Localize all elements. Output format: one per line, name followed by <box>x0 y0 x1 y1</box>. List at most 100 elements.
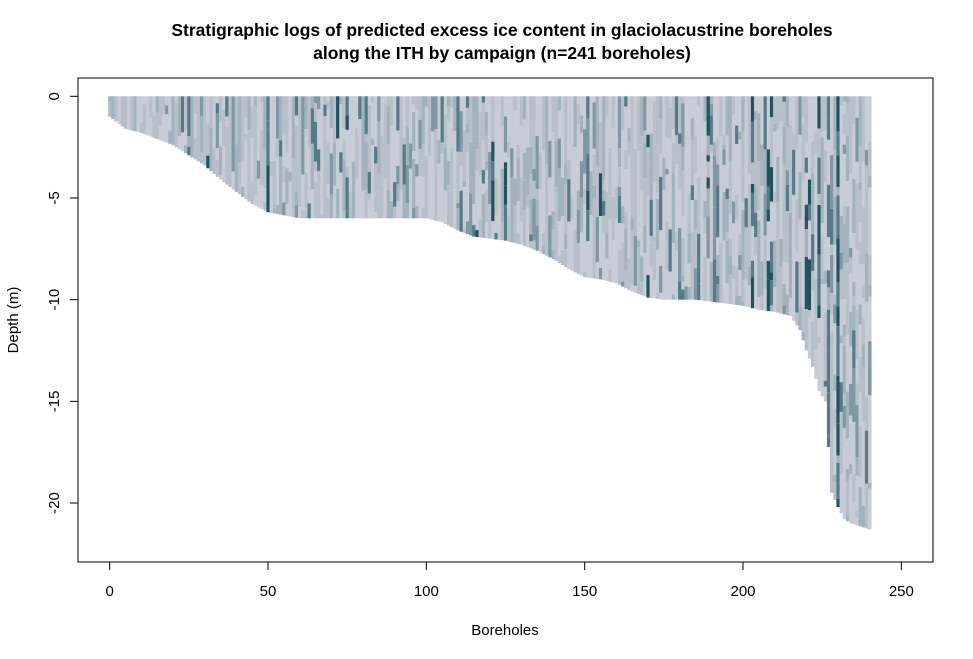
log-layer <box>763 193 768 236</box>
log-layer <box>738 295 742 306</box>
log-layer <box>408 209 413 219</box>
log-layer <box>415 205 419 219</box>
log-layer <box>823 283 828 312</box>
log-layer <box>488 204 492 239</box>
log-layer <box>845 383 850 392</box>
log-layer <box>320 106 324 153</box>
borehole-log <box>700 96 704 301</box>
log-layer <box>294 115 299 126</box>
borehole-log <box>503 96 508 241</box>
log-layer <box>722 240 726 284</box>
log-layer <box>627 128 631 142</box>
log-layer <box>792 255 796 264</box>
borehole-log <box>627 96 631 290</box>
log-layer <box>484 160 489 171</box>
log-layer <box>861 96 866 110</box>
log-layer <box>576 209 581 244</box>
log-layer <box>665 138 669 169</box>
log-layer <box>741 131 745 176</box>
log-layer <box>646 134 650 148</box>
log-layer <box>855 96 859 118</box>
log-layer <box>446 106 451 122</box>
log-layer <box>440 190 445 223</box>
borehole-log <box>674 96 679 300</box>
borehole-log <box>804 96 809 351</box>
borehole-log <box>462 96 467 233</box>
log-layer <box>858 392 863 426</box>
log-layer <box>773 123 777 132</box>
log-layer <box>868 482 872 489</box>
log-layer <box>443 96 448 115</box>
log-layer <box>554 96 559 141</box>
log-layer <box>412 111 416 152</box>
log-layer <box>684 254 688 287</box>
log-layer <box>668 107 673 139</box>
log-layer <box>529 127 533 147</box>
borehole-log <box>491 96 495 240</box>
borehole-log <box>760 96 764 311</box>
log-layer <box>750 226 755 261</box>
log-layer <box>728 238 733 256</box>
log-layer <box>630 217 635 231</box>
log-layer <box>396 96 400 131</box>
log-layer <box>858 324 863 357</box>
borehole-log <box>564 96 568 268</box>
log-layer <box>855 281 859 310</box>
borehole-log <box>725 96 730 304</box>
log-layer <box>285 96 289 117</box>
log-layer <box>152 96 156 116</box>
log-layer <box>155 112 160 140</box>
borehole-log <box>583 96 587 278</box>
log-layer <box>418 196 422 219</box>
log-layer <box>336 138 340 189</box>
log-layer <box>478 175 483 219</box>
log-layer <box>139 122 144 133</box>
log-layer <box>323 165 327 204</box>
log-layer <box>256 108 261 161</box>
log-layer <box>836 423 840 456</box>
log-layer <box>662 209 666 234</box>
borehole-log <box>864 96 869 529</box>
log-layer <box>861 232 866 265</box>
log-layer <box>731 223 736 265</box>
log-layer <box>766 279 771 312</box>
log-layer <box>738 139 742 190</box>
log-layer <box>820 96 825 132</box>
log-layer <box>776 156 780 175</box>
log-layer <box>342 158 346 212</box>
log-layer <box>703 217 707 234</box>
log-layer <box>842 299 847 325</box>
log-layer <box>855 383 859 406</box>
log-layer <box>190 96 194 145</box>
log-layer <box>355 179 359 219</box>
log-layer <box>532 129 536 169</box>
log-layer <box>836 455 840 463</box>
log-layer <box>386 143 391 191</box>
log-layer <box>640 240 644 257</box>
log-layer <box>817 96 821 129</box>
borehole-log <box>320 96 324 219</box>
log-layer <box>313 172 318 182</box>
log-layer <box>826 435 831 448</box>
log-layer <box>317 96 321 110</box>
log-layer <box>693 268 698 288</box>
log-layer <box>538 232 543 253</box>
log-layer <box>706 161 711 178</box>
borehole-log <box>747 96 752 308</box>
log-layer <box>421 177 426 208</box>
borehole-log <box>510 96 514 243</box>
log-layer <box>668 271 673 300</box>
log-layer <box>864 412 869 431</box>
log-layer <box>412 96 416 105</box>
log-layer <box>393 206 397 219</box>
log-layer <box>114 96 118 122</box>
log-layer <box>716 164 720 186</box>
log-layer <box>830 137 834 155</box>
borehole-log <box>687 96 692 300</box>
log-layer <box>659 230 663 239</box>
borehole-log <box>731 96 736 305</box>
log-layer <box>459 96 464 112</box>
log-layer <box>741 280 745 288</box>
log-layer <box>383 179 388 219</box>
borehole-log <box>136 96 141 133</box>
